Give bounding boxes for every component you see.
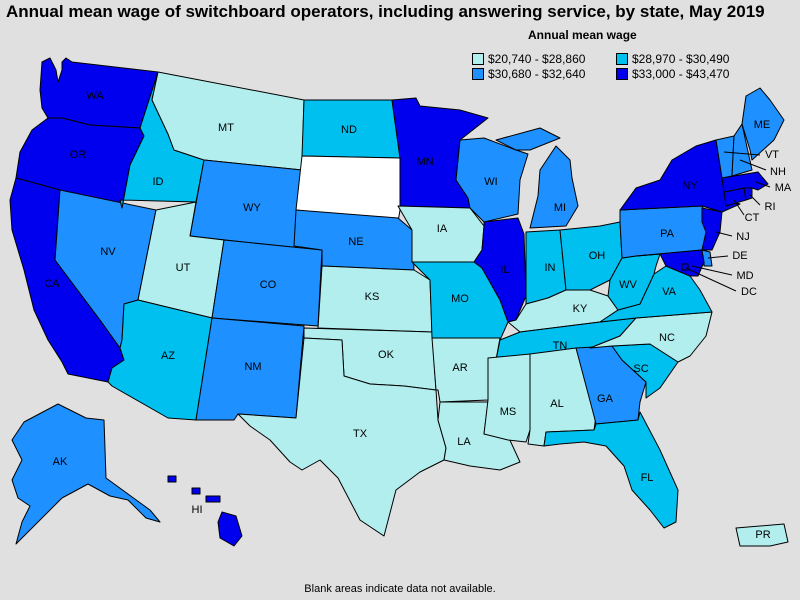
label-az: AZ bbox=[161, 350, 175, 362]
legend-item-3: $30,680 - $32,640 bbox=[472, 67, 585, 81]
label-ny: NY bbox=[682, 180, 698, 192]
label-ky: KY bbox=[573, 303, 588, 315]
label-wi: WI bbox=[484, 176, 497, 188]
label-ak: AK bbox=[53, 456, 68, 468]
state-pr[interactable] bbox=[735, 523, 789, 547]
label-wy: WY bbox=[243, 202, 261, 214]
label-or: OR bbox=[70, 149, 87, 161]
state-sd[interactable] bbox=[295, 155, 401, 223]
legend-item-1: $20,740 - $28,860 bbox=[472, 52, 585, 66]
label-mi: MI bbox=[554, 202, 566, 214]
state-fl[interactable] bbox=[543, 411, 679, 529]
label-ca: CA bbox=[44, 278, 60, 290]
label-ia: IA bbox=[437, 223, 448, 235]
label-ar: AR bbox=[452, 362, 467, 374]
label-nc: NC bbox=[659, 332, 675, 344]
label-pa: PA bbox=[660, 228, 675, 240]
state-nm[interactable] bbox=[195, 317, 305, 421]
leader-ma bbox=[755, 181, 771, 188]
label-wa: WA bbox=[86, 90, 104, 102]
state-mi[interactable] bbox=[495, 127, 579, 229]
map-title: Annual mean wage of switchboard operator… bbox=[6, 2, 765, 21]
label-ut: UT bbox=[176, 262, 191, 274]
legend-swatch-3 bbox=[472, 68, 484, 80]
label-ms: MS bbox=[500, 406, 517, 418]
label-nj: NJ bbox=[736, 231, 749, 243]
label-nd: ND bbox=[341, 124, 357, 136]
label-tn: TN bbox=[553, 340, 568, 352]
legend-label-3: $30,680 - $32,640 bbox=[488, 67, 586, 81]
footnote: Blank areas indicate data not available. bbox=[304, 583, 496, 595]
label-la: LA bbox=[457, 436, 471, 448]
state-nj[interactable] bbox=[701, 207, 723, 251]
state-il[interactable] bbox=[473, 217, 527, 323]
label-ri: RI bbox=[765, 201, 776, 213]
label-id: ID bbox=[153, 176, 164, 188]
label-ga: GA bbox=[597, 393, 614, 405]
leader-de bbox=[707, 255, 729, 259]
leader-nh bbox=[739, 159, 767, 171]
legend-swatch-4 bbox=[616, 68, 628, 80]
legend-label-1: $20,740 - $28,860 bbox=[488, 52, 586, 66]
state-wi[interactable] bbox=[455, 137, 529, 223]
state-ri[interactable] bbox=[743, 187, 753, 201]
legend-title: Annual mean wage bbox=[528, 28, 637, 42]
label-de: DE bbox=[732, 250, 747, 262]
legend-item-4: $33,000 - $43,470 bbox=[616, 67, 729, 81]
legend-label-2: $28,970 - $30,490 bbox=[632, 52, 730, 66]
label-mt: MT bbox=[218, 122, 234, 134]
state-ms[interactable] bbox=[483, 353, 531, 443]
legend-swatch-2 bbox=[616, 53, 628, 65]
label-dc: DC bbox=[741, 286, 757, 298]
label-fl: FL bbox=[641, 472, 654, 484]
legend-label-4: $33,000 - $43,470 bbox=[632, 67, 730, 81]
label-in: IN bbox=[545, 262, 556, 274]
label-ks: KS bbox=[365, 291, 380, 303]
label-mn: MN bbox=[416, 156, 433, 168]
leader-dc bbox=[685, 267, 737, 292]
state-tx[interactable] bbox=[237, 337, 447, 537]
state-wa[interactable] bbox=[39, 57, 159, 129]
state-ma[interactable] bbox=[721, 171, 769, 193]
state-nc[interactable] bbox=[589, 311, 713, 363]
label-va: VA bbox=[662, 286, 677, 298]
leader-ri bbox=[749, 194, 761, 206]
leader-md bbox=[691, 265, 733, 276]
state-hi[interactable] bbox=[167, 475, 243, 547]
label-mo: MO bbox=[451, 293, 469, 305]
state-me[interactable] bbox=[741, 87, 785, 161]
label-sc: SC bbox=[633, 363, 648, 375]
leader-nj bbox=[715, 231, 733, 237]
legend-swatch-1 bbox=[472, 53, 484, 65]
label-pr: PR bbox=[755, 529, 770, 541]
label-nv: NV bbox=[100, 246, 116, 258]
label-md: MD bbox=[736, 270, 753, 282]
label-al: AL bbox=[550, 398, 563, 410]
state-de[interactable] bbox=[701, 249, 713, 267]
leader-vt bbox=[723, 151, 761, 156]
legend-item-2: $28,970 - $30,490 bbox=[616, 52, 729, 66]
label-nh: NH bbox=[770, 166, 786, 178]
label-ct: CT bbox=[745, 212, 760, 224]
label-nm: NM bbox=[244, 361, 261, 373]
state-dc[interactable] bbox=[681, 263, 689, 271]
label-co: CO bbox=[260, 279, 277, 291]
label-me: ME bbox=[754, 119, 771, 131]
label-ok: OK bbox=[378, 349, 395, 361]
label-hi: HI bbox=[192, 504, 203, 516]
label-vt: VT bbox=[765, 149, 779, 161]
label-wv: WV bbox=[619, 279, 637, 291]
leader-ct bbox=[733, 199, 745, 216]
label-oh: OH bbox=[589, 250, 606, 262]
label-il: IL bbox=[500, 264, 509, 276]
label-ma: MA bbox=[775, 182, 792, 194]
state-ak[interactable] bbox=[11, 403, 161, 545]
label-tx: TX bbox=[353, 428, 368, 440]
label-ne: NE bbox=[348, 236, 363, 248]
